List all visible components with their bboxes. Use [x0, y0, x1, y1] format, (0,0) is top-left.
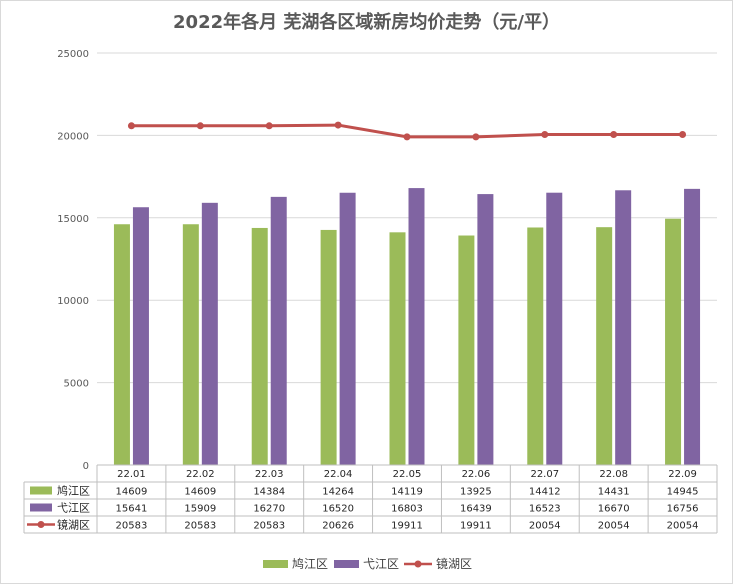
- bar-弋江区-22.01: [132, 207, 149, 465]
- point-镜湖区-22.05: [403, 133, 411, 141]
- table-cell: 13925: [460, 487, 492, 498]
- table-row-label: 镜湖区: [57, 518, 90, 532]
- table-cell: 15641: [116, 504, 148, 515]
- table-cell: 19911: [391, 521, 423, 532]
- bar-鸠江区-22.08: [596, 227, 613, 465]
- table-key-marker-镜湖区: [37, 521, 45, 528]
- x-tick-label: 22.03: [255, 469, 284, 480]
- x-tick-label: 22.01: [117, 469, 146, 480]
- table-cell: 20054: [598, 521, 630, 532]
- table-cell: 14384: [253, 487, 285, 498]
- bar-弋江区-22.05: [408, 188, 425, 466]
- point-镜湖区-22.06: [472, 133, 480, 141]
- x-tick-label: 22.08: [599, 469, 628, 480]
- bar-鸠江区-22.05: [389, 232, 406, 465]
- y-tick-label: 20000: [57, 131, 89, 142]
- y-tick-label: 10000: [57, 296, 89, 307]
- table-cell: 16520: [322, 504, 354, 515]
- point-镜湖区-22.01: [127, 122, 135, 130]
- table-cell: 14412: [529, 487, 561, 498]
- legend-label: 弋江区: [363, 557, 399, 571]
- bar-鸠江区-22.04: [320, 229, 337, 465]
- table-cell: 14609: [116, 487, 148, 498]
- table-cell: 14945: [667, 487, 699, 498]
- table-cell: 14609: [184, 487, 216, 498]
- table-cell: 16670: [598, 504, 630, 515]
- bar-鸠江区-22.09: [665, 218, 682, 465]
- x-tick-label: 22.06: [462, 469, 491, 480]
- x-tick-label: 22.07: [530, 469, 559, 480]
- table-cell: 15909: [184, 504, 216, 515]
- legend-label: 鸠江区: [292, 557, 328, 571]
- y-tick-label: 15000: [57, 214, 89, 225]
- table-cell: 20583: [184, 521, 216, 532]
- table-cell: 14119: [391, 487, 423, 498]
- bar-弋江区-22.03: [270, 196, 287, 465]
- table-cell: 20626: [322, 521, 354, 532]
- point-镜湖区-22.04: [334, 121, 342, 129]
- bar-鸠江区-22.06: [458, 235, 475, 465]
- legend-key-鸠江区: [263, 560, 288, 568]
- x-tick-label: 22.02: [186, 469, 215, 480]
- bar-鸠江区-22.01: [113, 224, 130, 465]
- bar-弋江区-22.06: [477, 194, 494, 466]
- table-cell: 14264: [322, 487, 354, 498]
- point-镜湖区-22.02: [196, 122, 204, 130]
- bar-弋江区-22.02: [201, 202, 218, 465]
- table-cell: 19911: [460, 521, 492, 532]
- bar-弋江区-22.04: [339, 192, 356, 465]
- bar-弋江区-22.07: [546, 192, 563, 465]
- table-row-label: 鸠江区: [57, 484, 90, 498]
- bar-弋江区-22.09: [684, 188, 701, 465]
- bar-弋江区-22.08: [615, 190, 632, 466]
- bar-鸠江区-22.07: [527, 227, 544, 465]
- table-cell: 20054: [529, 521, 561, 532]
- table-cell: 16439: [460, 504, 492, 515]
- table-cell: 20054: [667, 521, 699, 532]
- x-tick-label: 22.09: [668, 469, 697, 480]
- table-cell: 20583: [253, 521, 285, 532]
- x-tick-label: 22.04: [324, 469, 353, 480]
- table-cell: 16523: [529, 504, 561, 515]
- table-key-鸠江区: [30, 486, 52, 495]
- chart-title: 2022年各月 芜湖各区域新房均价走势（元/平）: [173, 12, 560, 33]
- bar-鸠江区-22.02: [182, 224, 199, 465]
- table-cell: 20583: [116, 521, 148, 532]
- table-key-弋江区: [30, 503, 52, 512]
- point-镜湖区-22.08: [610, 131, 618, 139]
- table-cell: 16803: [391, 504, 423, 515]
- point-镜湖区-22.07: [541, 131, 549, 139]
- bar-鸠江区-22.03: [251, 227, 268, 465]
- table-cell: 16756: [667, 504, 699, 515]
- legend-key-弋江区: [334, 560, 359, 568]
- table-cell: 14431: [598, 487, 630, 498]
- y-tick-label: 0: [83, 461, 89, 472]
- table-cell: 16270: [253, 504, 285, 515]
- y-tick-label: 25000: [57, 49, 89, 60]
- y-tick-label: 5000: [64, 379, 89, 390]
- legend-label: 镜湖区: [436, 556, 472, 571]
- point-镜湖区-22.09: [679, 131, 687, 139]
- table-row-label: 弋江区: [57, 502, 90, 515]
- point-镜湖区-22.03: [265, 122, 273, 130]
- x-tick-label: 22.05: [393, 469, 422, 480]
- legend-marker-镜湖区: [414, 560, 422, 568]
